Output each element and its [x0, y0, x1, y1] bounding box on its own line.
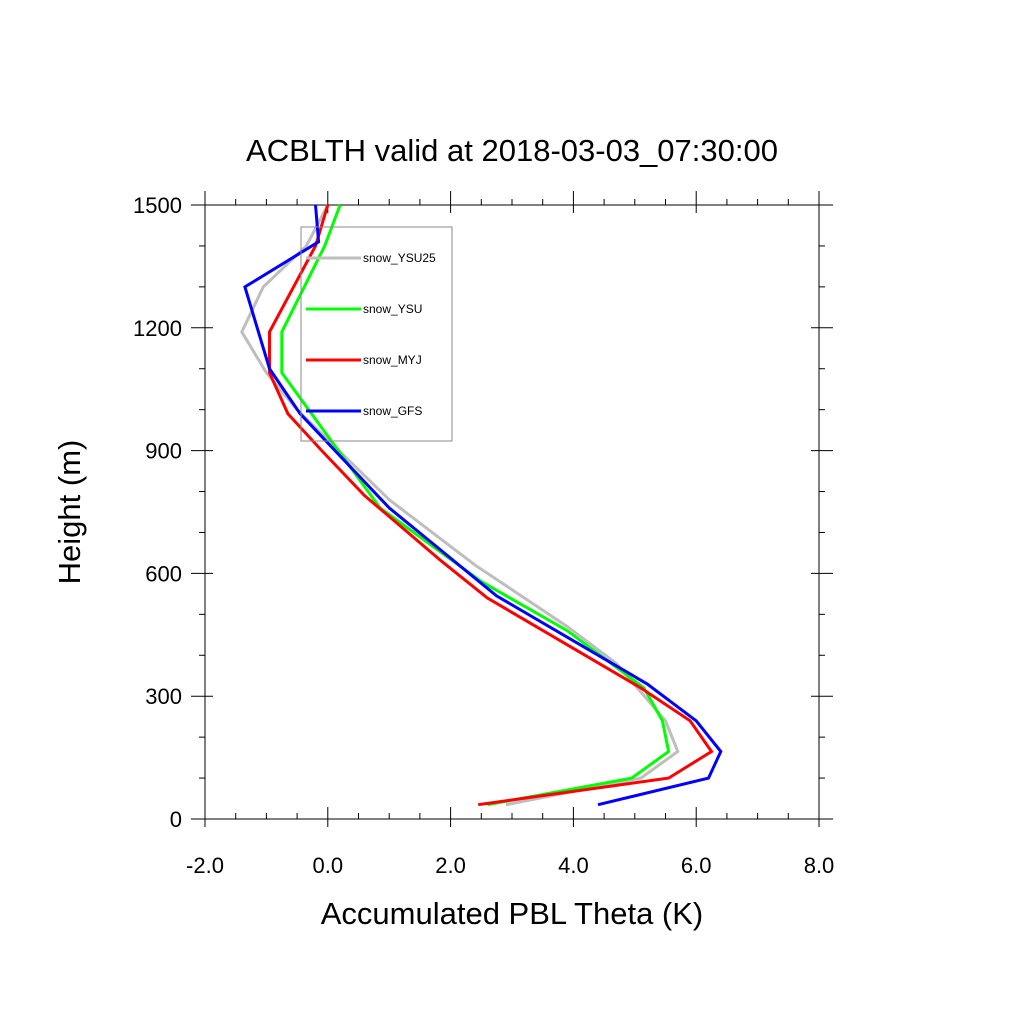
- x-tick-label: 6.0: [681, 853, 712, 878]
- series-line-snow_YSU: [280, 204, 671, 807]
- x-tick-label: -2.0: [186, 853, 224, 878]
- minor-ticks: [199, 199, 825, 819]
- y-tick-label: 900: [145, 439, 182, 464]
- series-line-snow_YSU25: [240, 204, 680, 807]
- y-tick-label: 1500: [133, 193, 182, 218]
- y-tick-label: 600: [145, 561, 182, 586]
- y-tick-label: 1200: [133, 316, 182, 341]
- x-tick-label: 0.0: [313, 853, 344, 878]
- x-axis-title: Accumulated PBL Theta (K): [321, 896, 704, 931]
- chart-title: ACBLTH valid at 2018-03-03_07:30:00: [246, 133, 778, 168]
- legend-label-snow_YSU: snow_YSU: [363, 302, 422, 316]
- y-axis-title: Height (m): [52, 440, 87, 585]
- series-lines: [240, 204, 723, 807]
- plot-frame: [204, 204, 820, 820]
- x-tick-label: 4.0: [558, 853, 589, 878]
- legend-label-snow_MYJ: snow_MYJ: [363, 353, 422, 367]
- x-axis-ticks: -2.0 0.0 2.0 4.0 6.0 8.0: [186, 191, 834, 878]
- x-tick-label: 8.0: [804, 853, 835, 878]
- legend-box: [300, 226, 453, 442]
- x-tick-label: 2.0: [435, 853, 466, 878]
- legend-label-snow_GFS: snow_GFS: [363, 404, 422, 418]
- series-line-snow_GFS: [243, 204, 723, 807]
- series-line-snow_MYJ: [268, 204, 714, 807]
- legend-label-snow_YSU25: snow_YSU25: [363, 251, 436, 265]
- y-axis-ticks: 0 300 600 900 1200 1500: [133, 193, 833, 832]
- y-tick-label: 300: [145, 684, 182, 709]
- legend: snow_YSU25 snow_YSU snow_MYJ snow_GFS: [300, 226, 453, 442]
- y-tick-label: 0: [170, 807, 182, 832]
